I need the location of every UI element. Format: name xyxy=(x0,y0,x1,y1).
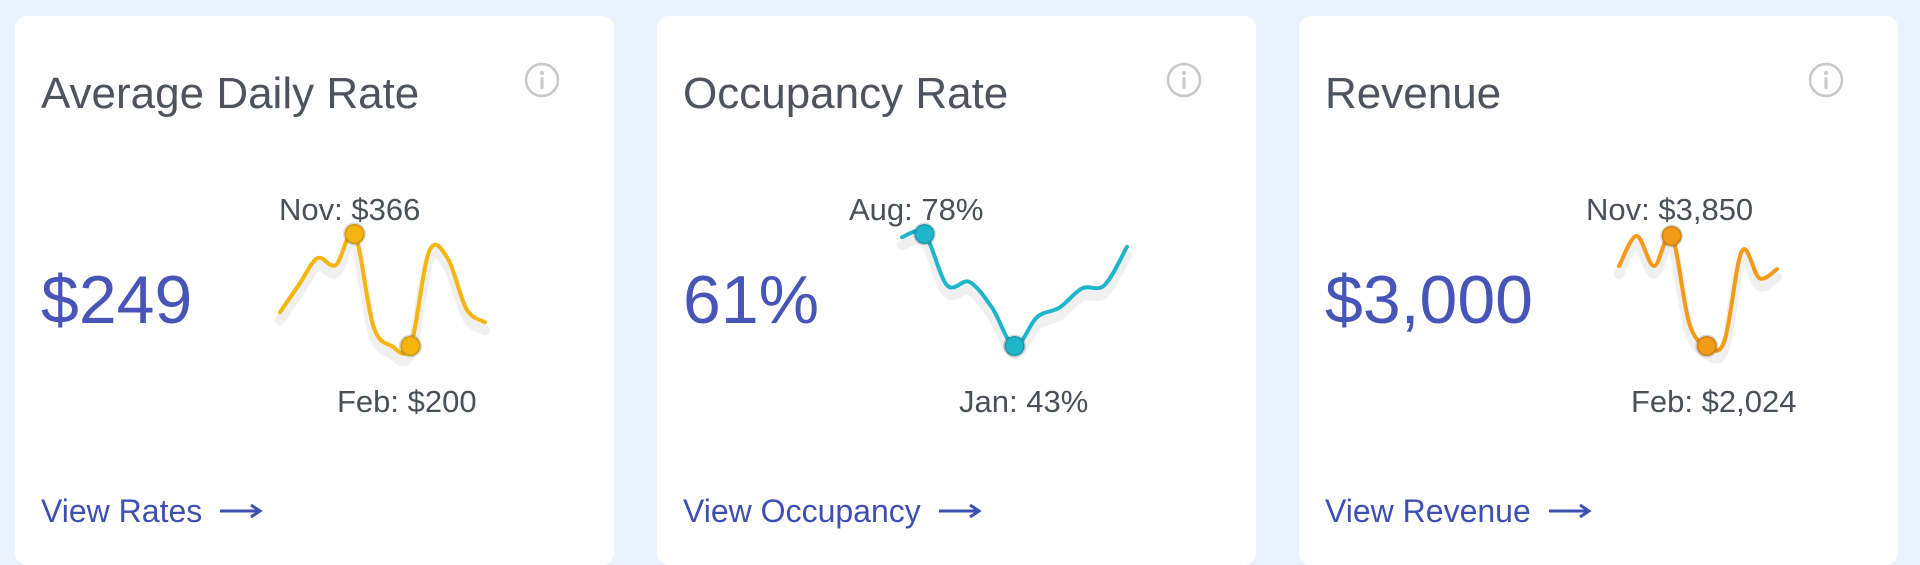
link-label: View Occupancy xyxy=(683,493,921,529)
kpi-card-revenue: Revenue $3,000 Nov: $3,850 Feb: $2,024 V… xyxy=(1299,16,1898,565)
min-label: Feb: $2,024 xyxy=(1631,384,1797,419)
sparkline-chart xyxy=(1614,224,1782,364)
card-title: Average Daily Rate xyxy=(41,69,420,118)
kpi-card-adr: Average Daily Rate $249 Nov: $366 Feb: $… xyxy=(15,16,614,565)
arrow-right-icon xyxy=(1548,504,1592,518)
link-label: View Revenue xyxy=(1325,493,1531,529)
card-title: Revenue xyxy=(1325,69,1502,118)
min-point-marker xyxy=(1003,334,1026,358)
sparkline-line xyxy=(278,230,487,356)
card-title: Occupancy Rate xyxy=(683,69,1009,118)
max-point-marker xyxy=(1660,224,1684,248)
arrow-right-icon xyxy=(220,504,263,518)
min-label: Feb: $200 xyxy=(337,384,477,419)
view-revenue-link[interactable]: View Revenue xyxy=(1325,495,1593,527)
view-rates-link[interactable]: View Rates xyxy=(41,495,264,527)
max-point-marker xyxy=(913,222,936,246)
max-label: Nov: $366 xyxy=(279,192,421,227)
min-label: Jan: 43% xyxy=(959,384,1089,419)
kpi-card-occupancy: Occupancy Rate 61% Aug: 78% Jan: 43% Vie… xyxy=(657,16,1256,565)
max-label: Nov: $3,850 xyxy=(1586,192,1754,227)
sparkline-chart xyxy=(897,222,1132,359)
kpi-value: 61% xyxy=(683,262,820,338)
min-point-marker xyxy=(1695,334,1719,358)
sparkline-line xyxy=(900,229,1129,348)
info-icon[interactable] xyxy=(1808,62,1844,98)
sparkline-line xyxy=(1617,232,1779,353)
kpi-value: $3,000 xyxy=(1325,262,1533,338)
info-icon[interactable] xyxy=(1166,62,1202,98)
arrow-right-icon xyxy=(938,504,982,518)
kpi-value: $249 xyxy=(41,262,193,338)
info-icon[interactable] xyxy=(524,62,560,98)
link-label: View Rates xyxy=(41,493,203,529)
max-point-marker xyxy=(343,222,367,246)
view-occupancy-link[interactable]: View Occupancy xyxy=(683,495,983,527)
sparkline-shadow xyxy=(275,235,490,367)
min-point-marker xyxy=(398,334,422,358)
max-label: Aug: 78% xyxy=(849,192,984,227)
sparkline-chart xyxy=(275,222,490,367)
